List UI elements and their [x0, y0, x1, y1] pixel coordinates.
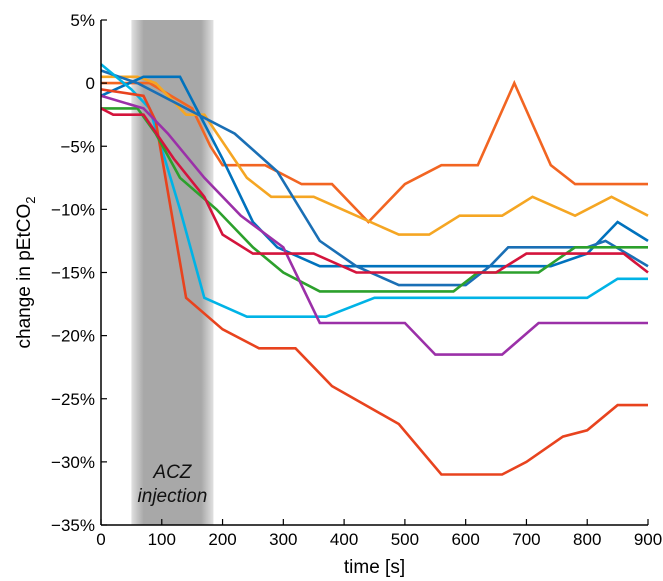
- annotation-line-2: injection: [138, 486, 208, 507]
- annotation-line-1: ACZ: [152, 462, 192, 483]
- x-tick-label: 900: [634, 530, 662, 549]
- series-line-6: [100, 88, 648, 476]
- y-tick-label: −20%: [51, 327, 95, 346]
- x-tick-label: 0: [96, 530, 105, 549]
- x-tick-label: 800: [573, 530, 601, 549]
- y-axis-label: change in pEtCO2: [14, 197, 38, 349]
- y-tick-label: −35%: [51, 516, 95, 535]
- y-axis-label-main: change in pEtCO: [14, 204, 35, 349]
- x-tick-label: 100: [148, 530, 176, 549]
- x-tick-label: 500: [391, 530, 419, 549]
- y-tick-label: 0: [86, 74, 95, 93]
- x-tick-label: 300: [269, 530, 297, 549]
- y-axis-label-subscript: 2: [23, 197, 38, 204]
- x-axis-label: time [s]: [344, 557, 405, 578]
- series-line-9: [100, 107, 649, 274]
- x-tick-label: 400: [330, 530, 358, 549]
- y-tick-label: −15%: [51, 264, 95, 283]
- x-tick-label: 200: [208, 530, 236, 549]
- series-line-1: [101, 79, 648, 224]
- series-layer: [100, 63, 649, 476]
- series-line-8: [100, 94, 648, 356]
- y-tick-label: 5%: [70, 11, 95, 30]
- y-tick-label: −25%: [51, 390, 95, 409]
- y-tick-label: −10%: [51, 200, 95, 219]
- x-tick-label: 700: [512, 530, 540, 549]
- y-tick-label: −30%: [51, 453, 95, 472]
- y-tick-label: −5%: [61, 137, 96, 156]
- axes-layer: 0 100 200 300 400 500 600 700 800 900 5% 0 −5% −10% −1…: [51, 11, 662, 549]
- x-tick-label: 600: [451, 530, 479, 549]
- series-line-7: [101, 107, 648, 293]
